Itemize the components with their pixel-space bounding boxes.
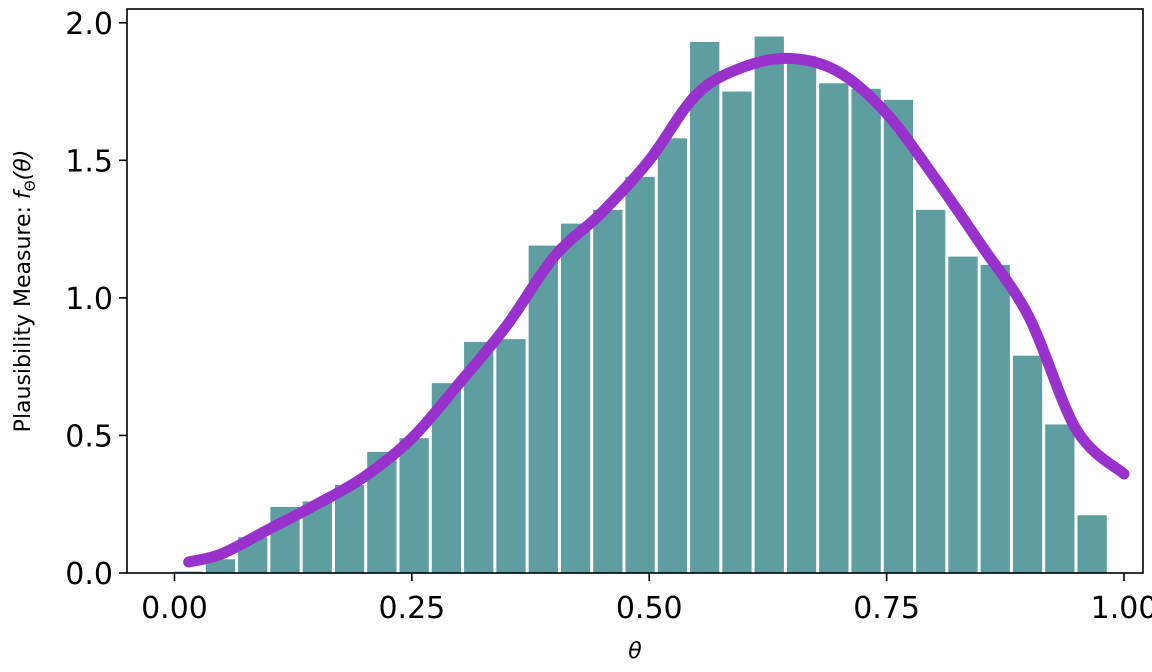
x-tick-label: 0.50 xyxy=(616,591,683,626)
x-tick-label: 0.75 xyxy=(853,591,920,626)
histogram-bar xyxy=(399,438,429,573)
histogram-bar xyxy=(205,559,236,573)
histogram-bar xyxy=(819,83,849,573)
x-tick-label: 0.25 xyxy=(378,591,445,626)
histogram-bar xyxy=(464,341,494,573)
y-axis-label-arg: (θ) xyxy=(11,150,36,181)
y-tick-label: 1.5 xyxy=(65,144,113,179)
histogram-bar xyxy=(754,36,784,573)
y-tick-label: 2.0 xyxy=(65,7,113,42)
histogram-bar xyxy=(496,339,526,573)
plot-frame xyxy=(126,8,1144,574)
y-axis-label: Plausibility Measure: fΘ(θ) xyxy=(11,150,39,433)
histogram-bar xyxy=(528,245,558,574)
histogram-bar xyxy=(1012,355,1043,573)
histogram-bar xyxy=(883,99,914,573)
x-axis-label: θ xyxy=(628,639,642,664)
x-axis-ticks: 0.00 0.25 0.50 0.75 1.00 xyxy=(141,573,1152,626)
histogram-bar xyxy=(1045,424,1075,573)
x-tick-label: 1.00 xyxy=(1091,591,1152,626)
y-tick-label: 1.0 xyxy=(65,282,113,317)
histogram-bar xyxy=(1077,515,1107,573)
y-axis-label-text: Plausibility Measure: xyxy=(11,199,36,432)
histogram-bar xyxy=(625,176,655,573)
y-axis-label-sub: Θ xyxy=(23,180,39,191)
y-tick-label: 0.0 xyxy=(65,557,113,592)
histogram-bar xyxy=(657,138,688,573)
y-axis-label-func: f xyxy=(11,188,36,199)
histogram-bars xyxy=(173,36,1107,574)
histogram-bar xyxy=(948,256,978,573)
histogram-bar xyxy=(722,91,752,573)
histogram-bar xyxy=(560,223,591,573)
x-tick-label: 0.00 xyxy=(141,591,208,626)
y-axis-ticks: 0.0 0.5 1.0 1.5 2.0 xyxy=(65,7,127,592)
y-tick-label: 0.5 xyxy=(65,419,113,454)
histogram-bar xyxy=(851,88,881,573)
histogram-bar xyxy=(334,484,365,573)
histogram-bar xyxy=(916,209,946,573)
histogram-bar xyxy=(690,42,720,573)
histogram-bar xyxy=(593,209,623,573)
density-curve xyxy=(183,52,1130,568)
histogram-bar xyxy=(786,55,817,573)
histogram-bar xyxy=(980,264,1010,573)
